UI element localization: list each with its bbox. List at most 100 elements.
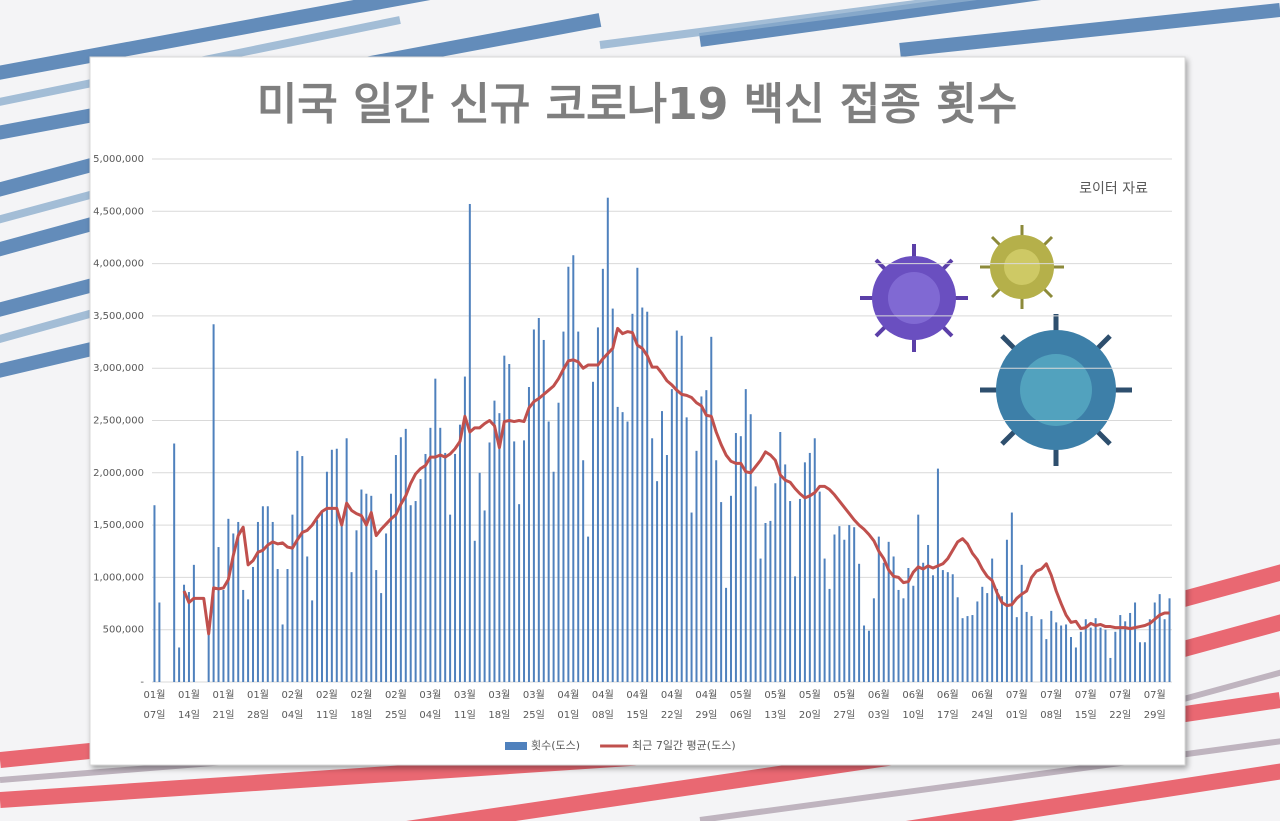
- bar: [734, 433, 737, 682]
- bar: [922, 562, 925, 682]
- bar: [872, 598, 875, 682]
- bar: [232, 533, 235, 682]
- bar: [192, 564, 195, 682]
- bar: [256, 521, 259, 682]
- bar: [1084, 619, 1087, 682]
- bar: [927, 544, 930, 682]
- bar: [385, 533, 388, 682]
- x-tick-label: 01월 14일: [177, 690, 200, 721]
- bar: [848, 525, 851, 682]
- bar: [518, 504, 521, 682]
- bar: [818, 491, 821, 682]
- bar: [803, 462, 806, 682]
- bar: [808, 452, 811, 682]
- bar: [271, 521, 274, 682]
- bar: [296, 450, 299, 682]
- bar: [971, 615, 974, 682]
- y-tick-label: 1,500,000: [93, 520, 144, 531]
- bar: [562, 331, 565, 682]
- bar: [616, 406, 619, 682]
- bar: [1109, 657, 1112, 682]
- bar: [1001, 596, 1003, 682]
- bar: [380, 593, 383, 682]
- bar: [321, 511, 323, 682]
- bar: [1040, 619, 1043, 682]
- bar: [720, 502, 723, 682]
- bar: [779, 432, 782, 682]
- bar: [508, 364, 511, 682]
- bar: [483, 510, 486, 682]
- bar: [710, 336, 713, 682]
- bar: [784, 464, 787, 682]
- bar: [966, 616, 969, 682]
- bar: [1114, 631, 1117, 682]
- bar: [424, 453, 427, 682]
- bar: [749, 414, 752, 682]
- bar: [592, 381, 595, 682]
- bar: [316, 519, 319, 682]
- x-tick-label: 03월 18일: [488, 690, 511, 721]
- bar: [996, 588, 999, 682]
- bar: [823, 558, 826, 682]
- bar: [700, 396, 703, 682]
- bar: [705, 390, 708, 682]
- bar: [858, 563, 861, 682]
- chart-title: 미국 일간 신규 코로나19 백신 접종 횟수: [257, 79, 1017, 130]
- bar: [291, 514, 294, 682]
- bar: [863, 625, 866, 682]
- x-tick-label: 03월 04일: [419, 690, 442, 721]
- bar: [798, 498, 801, 682]
- bar: [370, 495, 373, 682]
- bar: [907, 567, 910, 682]
- bar: [976, 601, 979, 682]
- bar: [276, 569, 279, 682]
- bar: [498, 413, 501, 682]
- bar: [350, 572, 353, 682]
- virus-purple: [860, 244, 968, 352]
- bar: [463, 376, 466, 682]
- y-tick-label: 500,000: [103, 625, 144, 636]
- x-tick-label: 03월 11일: [453, 690, 476, 721]
- bar: [1104, 629, 1107, 682]
- bar: [1045, 639, 1048, 682]
- bar: [1158, 594, 1161, 682]
- bar: [1168, 598, 1171, 682]
- bar: [626, 421, 629, 682]
- bar: [1153, 602, 1156, 682]
- bar: [1074, 647, 1077, 682]
- bar: [981, 586, 984, 682]
- bar: [394, 455, 397, 682]
- y-tick-label: 5,000,000: [93, 154, 144, 165]
- bar: [813, 438, 816, 682]
- bar: [680, 335, 683, 682]
- y-tick-label: 3,500,000: [93, 311, 144, 322]
- bar: [301, 456, 304, 682]
- bar: [360, 489, 363, 682]
- x-tick-label: 02월 25일: [384, 690, 407, 721]
- bar: [656, 481, 659, 682]
- bar: [887, 541, 890, 682]
- bar: [513, 441, 516, 682]
- x-tick-label: 07월 29일: [1143, 690, 1166, 721]
- bar: [281, 624, 284, 682]
- bar: [458, 424, 461, 682]
- bar: [557, 402, 560, 682]
- x-tick-label: 05월 06일: [729, 690, 752, 721]
- bar: [1025, 611, 1028, 682]
- bar: [419, 479, 422, 682]
- x-tick-label: 05월 20일: [798, 690, 821, 721]
- x-tick-label: 06월 10일: [902, 690, 925, 721]
- bar: [306, 556, 309, 682]
- bar: [493, 400, 496, 682]
- bar: [1138, 642, 1141, 682]
- x-tick-label: 05월 27일: [833, 690, 856, 721]
- bar: [641, 307, 644, 682]
- bar: [222, 589, 225, 682]
- y-tick-label: 4,500,000: [93, 206, 144, 217]
- x-tick-label: 07월 01일: [1005, 690, 1028, 721]
- x-tick-label: 06월 24일: [971, 690, 994, 721]
- bar: [665, 455, 668, 682]
- bar: [661, 411, 663, 682]
